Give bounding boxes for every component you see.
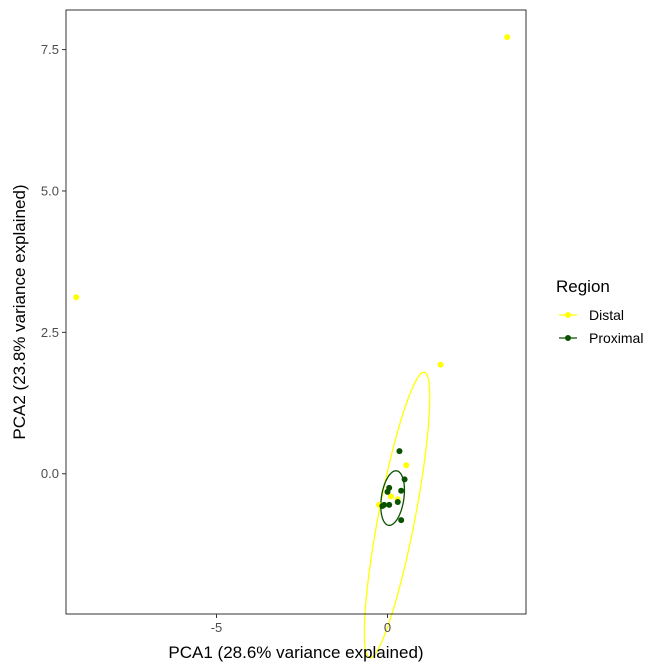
legend-title: Region [556, 277, 610, 296]
point-proximal [396, 448, 403, 455]
y-axis-title: PCA2 (23.8% variance explained) [10, 184, 29, 439]
point-proximal [386, 501, 393, 508]
legend-label: Proximal [589, 330, 643, 346]
y-tick-label: 2.5 [41, 325, 59, 340]
plot-border [65, 9, 527, 615]
point-distal [437, 361, 444, 368]
x-tick-label: 0 [384, 620, 391, 635]
y-tick-label: 5.0 [41, 183, 59, 198]
point-distal [387, 493, 394, 500]
x-axis-title: PCA1 (28.6% variance explained) [168, 643, 423, 662]
x-tick-label: -5 [211, 620, 223, 635]
point-distal [504, 34, 511, 41]
ellipse-distal [363, 371, 431, 659]
y-tick-label: 7.5 [41, 42, 59, 57]
point-proximal [398, 517, 405, 524]
point-proximal [401, 476, 408, 483]
legend-label: Distal [589, 307, 624, 323]
point-proximal [384, 488, 391, 495]
point-distal [73, 294, 80, 301]
legend-marker [565, 335, 571, 341]
plot-area [73, 34, 511, 659]
x-axis: -5 0 [211, 614, 391, 635]
point-proximal [394, 499, 401, 506]
legend-marker [565, 312, 571, 318]
legend-item-distal: Distal [559, 307, 624, 323]
ellipse-proximal [380, 470, 406, 526]
point-proximal [398, 487, 405, 494]
y-tick-label: 0.0 [41, 466, 59, 481]
legend: Region Distal Proximal [556, 277, 643, 346]
point-distal [403, 462, 410, 469]
legend-item-proximal: Proximal [559, 330, 643, 346]
y-axis: 0.0 2.5 5.0 7.5 [41, 42, 66, 481]
point-proximal [379, 502, 386, 509]
